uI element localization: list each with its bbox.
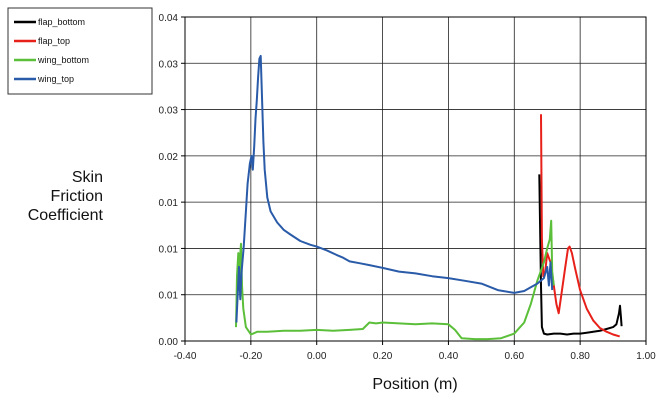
- series-line-flap-top: [540, 114, 620, 338]
- series-line-wing-top: [235, 54, 554, 323]
- y-axis-title-line: Skin: [72, 169, 103, 186]
- legend: flap_bottom flap_top wing_bottom wing_top: [7, 7, 153, 95]
- legend-label-wing-top: wing_top: [37, 74, 74, 84]
- series-line-wing-bottom: [235, 219, 555, 341]
- y-tick-label: 0.02: [159, 152, 179, 163]
- y-tick-label: 0.04: [159, 13, 179, 24]
- y-tick-label: 0.01: [159, 244, 179, 255]
- x-tick-label: 0.20: [373, 351, 393, 362]
- x-tick-label: 0.40: [439, 351, 459, 362]
- y-axis-title-line: Coefficient: [28, 207, 104, 224]
- y-tick-label: 0.01: [159, 291, 179, 302]
- x-tick-label: 0.60: [505, 351, 525, 362]
- legend-label-wing-bottom: wing_bottom: [37, 55, 89, 65]
- data-series: [235, 54, 623, 341]
- legend-label-flap-top: flap_top: [38, 36, 70, 46]
- x-axis-title: Position (m): [372, 376, 457, 393]
- y-axis-title-line: Friction: [51, 188, 103, 205]
- grid-lines: [185, 17, 646, 341]
- y-tick-label: 0.00: [159, 337, 179, 348]
- x-tick-label: 1.00: [636, 351, 656, 362]
- x-tick-label: -0.40: [174, 351, 197, 362]
- y-tick-label: 0.03: [159, 59, 179, 70]
- axis-ticks: -0.40 -0.20 0.00 0.20 0.40 0.60 0.80 1.00 0.00 0.…: [159, 13, 657, 362]
- y-tick-label: 0.03: [159, 106, 179, 117]
- y-tick-label: 0.01: [159, 198, 179, 209]
- legend-label-flap-bottom: flap_bottom: [38, 17, 85, 27]
- x-tick-label: 0.00: [307, 351, 327, 362]
- plot-area-border: [184, 16, 647, 342]
- series-line-flap-bottom: [538, 174, 623, 336]
- x-tick-label: 0.80: [570, 351, 590, 362]
- y-axis-title: Skin Friction Coefficient: [28, 169, 104, 224]
- x-tick-label: -0.20: [239, 351, 262, 362]
